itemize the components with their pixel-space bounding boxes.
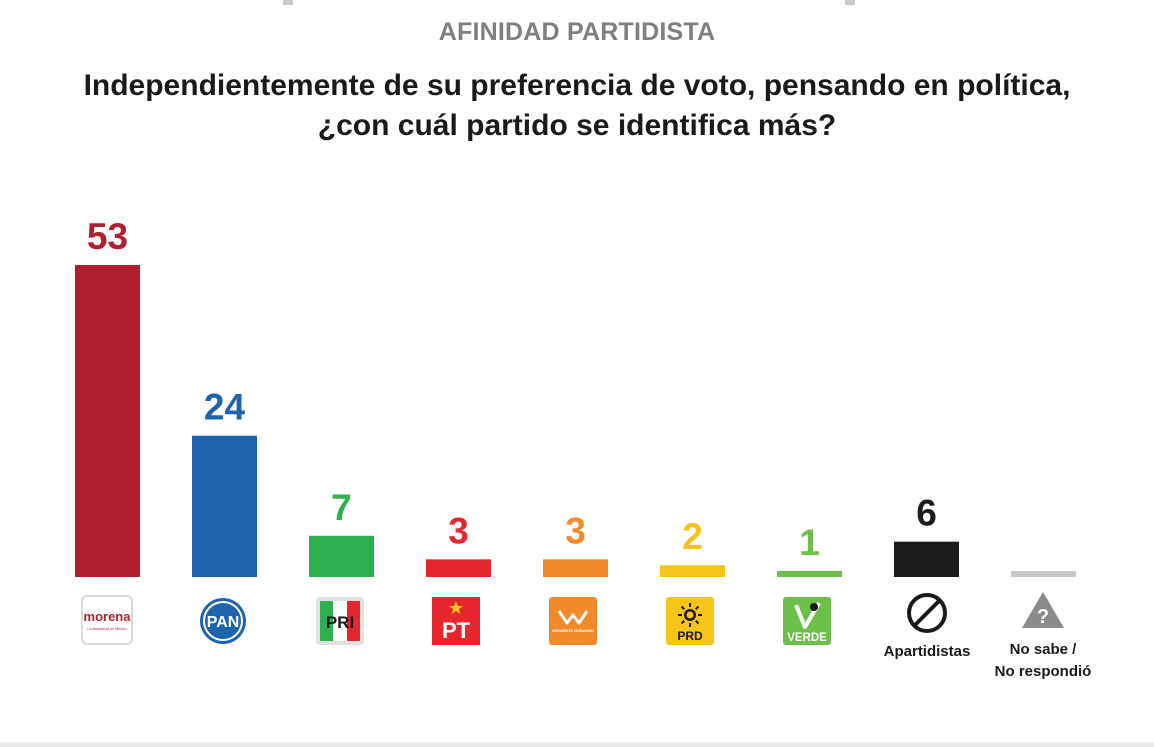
category-label-no-sabe: No sabe / [1010,641,1078,658]
category-label-apartidistas: Apartidistas [884,643,971,660]
verde-logo: VERDE [783,597,831,645]
mc-logo-text: MOVIMIENTO CIUDADANO [552,629,595,633]
morena-logo: morena La esperanza de México [81,595,133,645]
value-label-morena: 53 [87,216,128,257]
toucan-icon [794,601,821,629]
verde-logo-text: VERDE [787,632,827,644]
bar-mc [543,559,608,577]
section-title: AFINIDAD PARTIDISTA [438,18,716,46]
question-line-1: Independientemente de su preferencia de … [83,69,1071,102]
value-label-pt: 3 [448,510,469,551]
pt-logo: PT [432,597,480,645]
pri-logo-text: PRI [326,613,354,632]
value-labels-layer: 53 24 7 3 3 2 1 6 [87,216,937,563]
pri-logo: PRI [316,597,364,645]
pan-logo: PAN [200,598,246,644]
no-entry-icon [907,593,947,633]
bar-pt [426,559,491,577]
question-line-2: ¿con cuál partido se identifica más? [317,109,837,142]
mc-logo: MOVIMIENTO CIUDADANO [549,597,597,645]
question-triangle-icon: ? [1022,592,1064,628]
bar-verde [777,571,842,577]
bar-pan [192,435,257,577]
value-label-pan: 24 [204,387,246,428]
bar-morena [75,265,140,577]
bar-prd [660,565,725,577]
bar-no-sabe-no-respondi [1011,571,1076,577]
bars-layer [75,265,1076,577]
bar-pri [309,535,374,577]
bar-apartidistas [894,541,959,577]
category-label-no-respondio: No respondió [995,663,1092,680]
eagle-icon [557,610,589,625]
pt-logo-text: PT [442,618,471,643]
value-label-pri: 7 [331,487,352,528]
morena-logo-subtext: La esperanza de México [87,627,126,631]
pan-logo-text: PAN [207,614,240,631]
prd-logo: PRD [666,597,714,645]
value-label-prd: 2 [682,516,703,557]
prd-logo-text: PRD [677,629,703,643]
sun-icon [678,603,702,627]
value-label-mc: 3 [565,510,586,551]
top-cropped-text [0,0,1154,6]
survey-question: Independientemente de su preferencia de … [0,66,1154,146]
footer-divider [0,742,1154,747]
svg-text:?: ? [1037,606,1049,628]
value-label-verde: 1 [799,522,820,563]
value-label-apartidistas: 6 [916,493,937,534]
star-icon [449,601,463,614]
morena-logo-text: morena [84,609,132,624]
